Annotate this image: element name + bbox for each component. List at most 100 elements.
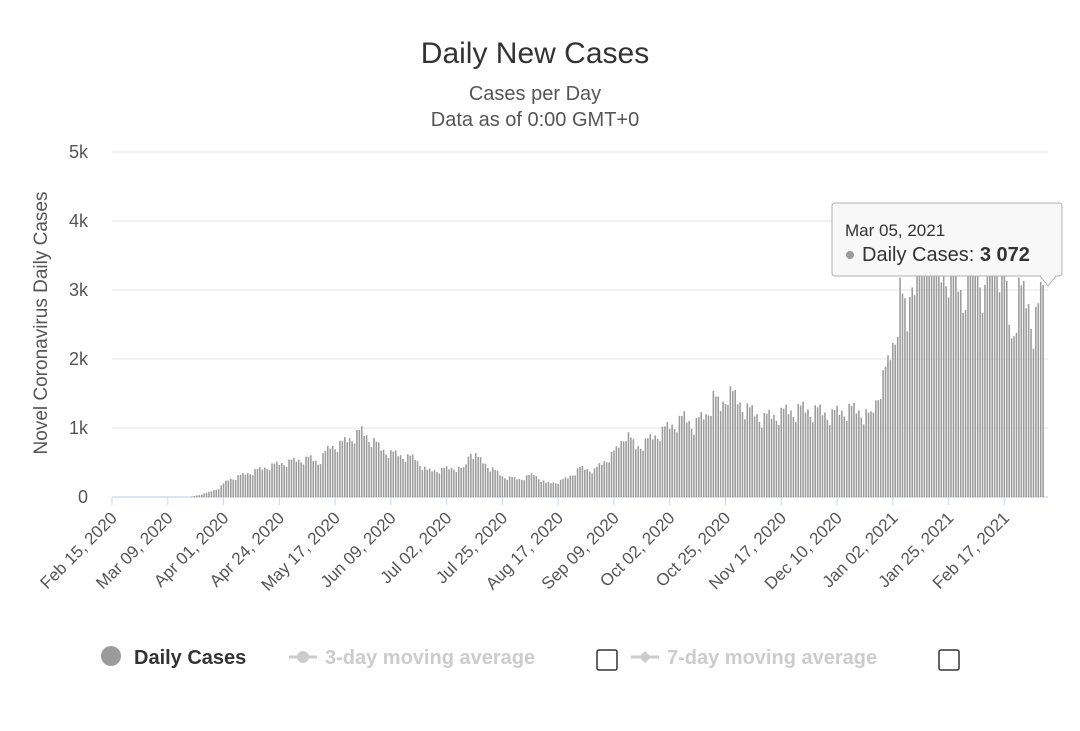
bar-daily-cases[interactable] [748, 407, 751, 497]
bar-daily-cases[interactable] [979, 287, 981, 497]
bar-daily-cases[interactable] [266, 469, 268, 497]
bar-daily-cases[interactable] [511, 477, 513, 497]
bar-daily-cases[interactable] [496, 470, 499, 497]
bar-daily-cases[interactable] [538, 479, 540, 497]
bar-daily-cases[interactable] [853, 402, 855, 497]
bar-daily-cases[interactable] [462, 467, 465, 497]
bar-daily-cases[interactable] [676, 432, 678, 497]
bar-daily-cases[interactable] [940, 282, 943, 497]
bar-daily-cases[interactable] [528, 474, 530, 497]
bar-daily-cases[interactable] [470, 453, 472, 497]
bar-daily-cases[interactable] [668, 428, 671, 497]
bar-daily-cases[interactable] [610, 452, 613, 497]
bar-daily-cases[interactable] [809, 416, 812, 497]
bar-daily-cases[interactable] [215, 489, 218, 497]
bar-daily-cases[interactable] [397, 456, 399, 497]
bar-daily-cases[interactable] [465, 464, 467, 497]
bar-daily-cases[interactable] [705, 414, 707, 497]
bar-daily-cases[interactable] [356, 429, 358, 497]
bar-daily-cases[interactable] [278, 464, 281, 497]
bar-daily-cases[interactable] [782, 408, 785, 497]
bar-daily-cases[interactable] [862, 424, 865, 497]
bar-daily-cases[interactable] [1018, 277, 1020, 497]
bar-daily-cases[interactable] [865, 409, 867, 497]
bar-daily-cases[interactable] [778, 425, 780, 497]
bar-daily-cases[interactable] [802, 401, 804, 497]
bar-daily-cases[interactable] [683, 411, 686, 497]
bar-daily-cases[interactable] [353, 443, 356, 497]
bar-daily-cases[interactable] [848, 403, 850, 497]
bar-daily-cases[interactable] [700, 412, 703, 497]
bar-daily-cases[interactable] [438, 473, 441, 497]
bar-daily-cases[interactable] [804, 412, 807, 497]
bar-daily-cases[interactable] [205, 492, 208, 497]
bar-daily-cases[interactable] [574, 475, 576, 497]
bar-daily-cases[interactable] [407, 454, 409, 497]
bar-daily-cases[interactable] [739, 402, 741, 497]
bar-daily-cases[interactable] [341, 441, 344, 497]
bar-daily-cases[interactable] [239, 474, 242, 497]
bar-daily-cases[interactable] [671, 424, 673, 497]
bar-daily-cases[interactable] [795, 421, 797, 497]
bar-daily-cases[interactable] [569, 475, 572, 497]
bar-daily-cases[interactable] [991, 265, 994, 497]
bar-daily-cases[interactable] [293, 457, 295, 497]
bar-daily-cases[interactable] [765, 413, 768, 497]
bar-daily-cases[interactable] [377, 442, 380, 497]
bar-daily-cases[interactable] [911, 287, 913, 497]
bar-daily-cases[interactable] [768, 409, 770, 497]
bar-daily-cases[interactable] [210, 491, 213, 497]
bar-daily-cases[interactable] [249, 474, 251, 497]
bar-daily-cases[interactable] [542, 480, 545, 497]
bar-daily-cases[interactable] [588, 471, 591, 497]
bar-daily-cases[interactable] [196, 495, 198, 497]
bar-daily-cases[interactable] [419, 466, 421, 497]
bar-daily-cases[interactable] [955, 258, 957, 497]
bar-daily-cases[interactable] [467, 456, 470, 497]
bar-daily-cases[interactable] [877, 400, 880, 497]
bar-daily-cases[interactable] [242, 473, 244, 497]
bar-daily-cases[interactable] [535, 476, 538, 497]
bar-daily-cases[interactable] [254, 469, 256, 497]
bar-daily-cases[interactable] [295, 461, 298, 497]
bar-daily-cases[interactable] [724, 403, 727, 497]
bar-daily-cases[interactable] [913, 295, 916, 497]
bar-daily-cases[interactable] [1032, 348, 1035, 497]
bar-daily-cases[interactable] [666, 422, 669, 497]
bar-daily-cases[interactable] [969, 235, 972, 498]
bar-daily-cases[interactable] [251, 475, 254, 497]
bar-daily-cases[interactable] [312, 461, 315, 497]
bar-daily-cases[interactable] [947, 297, 950, 497]
bar-daily-cases[interactable] [436, 472, 438, 497]
bar-daily-cases[interactable] [807, 409, 809, 497]
bar-daily-cases[interactable] [302, 464, 305, 497]
bar-daily-cases[interactable] [421, 470, 424, 497]
bar-daily-cases[interactable] [387, 458, 390, 497]
bar-daily-cases[interactable] [571, 475, 574, 497]
bar-daily-cases[interactable] [812, 422, 814, 497]
bar-daily-cases[interactable] [259, 466, 261, 497]
bar-daily-cases[interactable] [603, 461, 606, 497]
bar-daily-cases[interactable] [688, 421, 690, 497]
bar-daily-cases[interactable] [673, 429, 676, 497]
bar-daily-cases[interactable] [331, 445, 334, 497]
bar-daily-cases[interactable] [938, 258, 940, 497]
bar-daily-cases[interactable] [828, 425, 831, 497]
bar-daily-cases[interactable] [426, 469, 429, 497]
bar-daily-cases[interactable] [581, 466, 584, 497]
bar-daily-cases[interactable] [334, 449, 336, 497]
bar-daily-cases[interactable] [518, 479, 521, 497]
bar-daily-cases[interactable] [836, 405, 838, 497]
bar-daily-cases[interactable] [855, 413, 858, 497]
bar-daily-cases[interactable] [1003, 267, 1006, 497]
bar-daily-cases[interactable] [414, 459, 416, 497]
bar-daily-cases[interactable] [952, 260, 955, 497]
bar-daily-cases[interactable] [390, 450, 392, 497]
bar-daily-cases[interactable] [360, 426, 363, 497]
bar-daily-cases[interactable] [879, 399, 882, 497]
bar-daily-cases[interactable] [930, 275, 933, 497]
bar-daily-cases[interactable] [479, 457, 482, 497]
bar-daily-cases[interactable] [736, 404, 739, 497]
bar-daily-cases[interactable] [950, 248, 952, 497]
bar-daily-cases[interactable] [695, 418, 698, 497]
